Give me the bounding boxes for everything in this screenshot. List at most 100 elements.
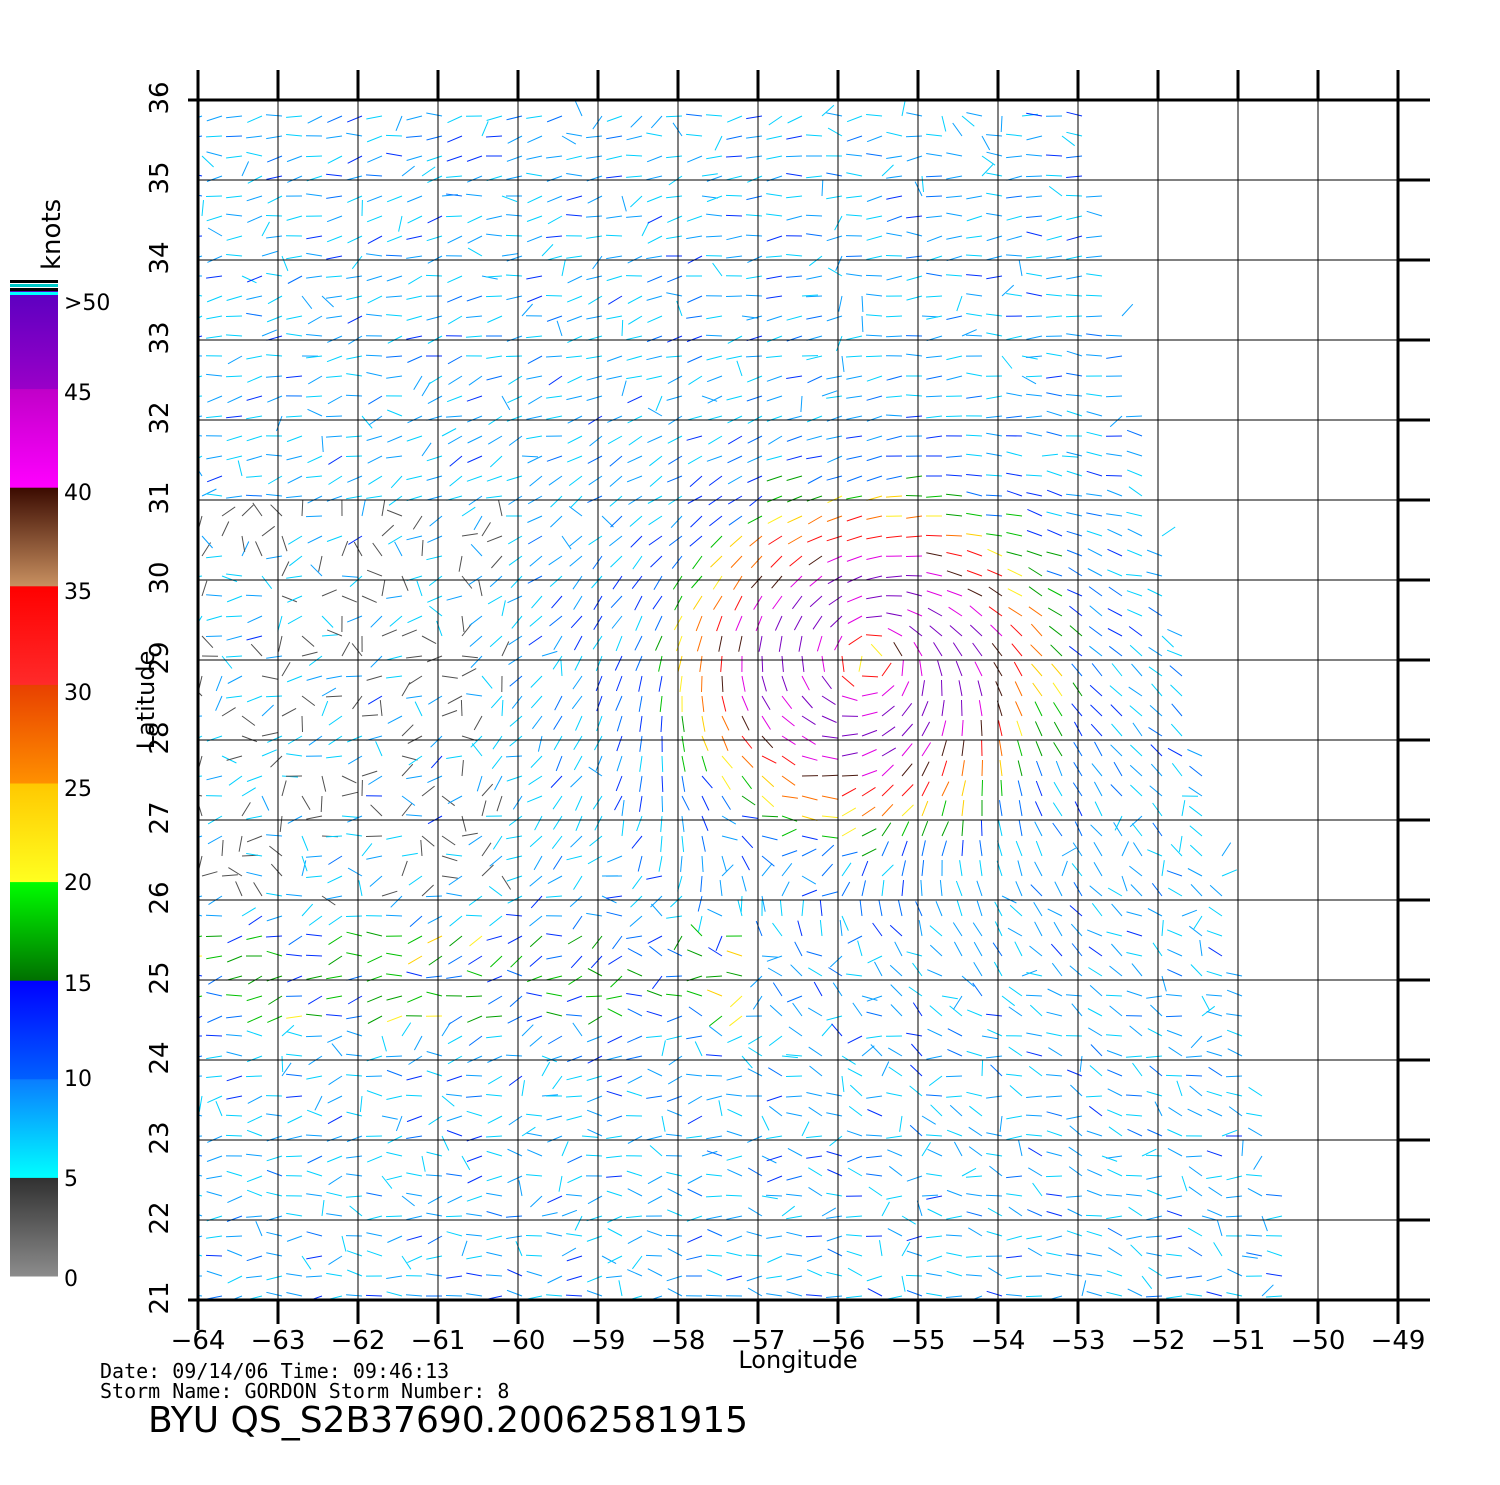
wind-vector — [702, 796, 709, 810]
wind-vector — [186, 973, 202, 976]
wind-vector — [1018, 781, 1022, 797]
wind-vector — [837, 336, 843, 351]
wind-vector — [962, 976, 974, 987]
wind-vector — [636, 656, 642, 671]
wind-vector — [689, 376, 703, 385]
wind-vector — [902, 822, 909, 837]
wind-vector — [568, 376, 583, 383]
wind-vector — [342, 816, 358, 817]
wind-vector — [422, 1156, 425, 1172]
wind-vector — [953, 123, 962, 136]
wind-vector — [353, 696, 363, 709]
wind-vector — [407, 1076, 423, 1080]
wind-vector — [506, 296, 522, 300]
wind-vector — [886, 496, 902, 497]
wind-vector — [606, 1136, 622, 1139]
wind-vector — [787, 496, 802, 502]
wind-vector — [1086, 274, 1102, 276]
wind-vector — [762, 736, 773, 748]
wind-vector — [890, 925, 902, 936]
wind-vector — [842, 863, 851, 876]
wind-vector — [1129, 627, 1142, 637]
wind-vector — [1108, 1169, 1123, 1176]
wind-vector — [530, 916, 543, 926]
wind-vector — [328, 156, 342, 163]
wind-vector — [702, 696, 704, 712]
wind-vector — [366, 314, 382, 316]
wind-vector — [286, 496, 302, 498]
wind-vector — [946, 196, 962, 198]
wind-vector — [706, 236, 722, 237]
wind-vector — [789, 1027, 802, 1036]
wind-vector — [839, 296, 842, 312]
wind-vector — [1246, 1175, 1262, 1176]
wind-vector — [822, 892, 838, 896]
wind-vector — [611, 556, 623, 567]
wind-vector — [666, 1235, 682, 1236]
wind-vector — [486, 234, 502, 236]
wind-vector — [633, 556, 642, 569]
wind-vector — [767, 396, 782, 401]
wind-vector — [866, 1036, 882, 1038]
wind-vector — [366, 1295, 382, 1296]
wind-vector — [347, 1270, 362, 1276]
wind-vector — [427, 236, 442, 241]
wind-vector — [1009, 1007, 1022, 1016]
wind-vector — [249, 916, 262, 925]
wind-vector — [206, 1076, 222, 1078]
wind-vector — [466, 1294, 482, 1296]
wind-vector — [1066, 176, 1082, 178]
wind-vector — [386, 915, 402, 916]
wind-vector — [906, 536, 922, 537]
wind-vector — [342, 776, 356, 783]
wind-vector — [827, 456, 842, 463]
wind-vector — [1110, 1006, 1122, 1016]
wind-vector — [586, 136, 602, 138]
wind-vector — [982, 1060, 983, 1076]
wind-vector — [386, 153, 402, 156]
wind-vector — [766, 136, 782, 139]
wind-vector — [527, 1150, 542, 1156]
wind-vector — [530, 936, 542, 947]
wind-vector — [1168, 748, 1182, 756]
wind-vector — [946, 1216, 962, 1219]
wind-vector — [346, 1156, 362, 1158]
wind-vector — [900, 1116, 902, 1132]
wind-vector — [719, 1100, 722, 1116]
wind-vector — [767, 1156, 782, 1161]
wind-vector — [282, 536, 287, 551]
wind-vector — [822, 676, 832, 689]
wind-vector — [962, 800, 964, 816]
wind-vector — [362, 843, 372, 856]
wind-vector — [742, 676, 745, 692]
wind-vector — [667, 1016, 682, 1022]
wind-vector — [567, 1116, 583, 1120]
wind-vector — [866, 616, 882, 618]
wind-vector — [762, 676, 766, 691]
wind-vector — [1090, 606, 1102, 616]
wind-vector — [306, 1256, 322, 1259]
wind-vector — [846, 256, 862, 257]
wind-vector — [366, 1193, 382, 1196]
wind-vector — [386, 836, 402, 839]
wind-vector — [382, 891, 397, 896]
wind-vector — [986, 1133, 1002, 1136]
wind-vector — [649, 536, 662, 545]
wind-vector — [1086, 236, 1102, 238]
wind-vector — [1062, 456, 1078, 457]
wind-vector — [1053, 803, 1062, 816]
wind-vector — [906, 1033, 922, 1036]
wind-vector — [767, 416, 782, 421]
wind-vector — [446, 756, 462, 759]
wind-vector — [667, 216, 682, 222]
wind-vector — [986, 433, 1002, 436]
wind-vector — [346, 916, 362, 917]
lat-tick-label: 25 — [145, 961, 175, 994]
wind-vector — [942, 721, 946, 737]
wind-vector — [522, 456, 538, 457]
wind-vector — [806, 316, 822, 319]
lat-tick-label: 34 — [145, 241, 175, 274]
wind-vector — [974, 942, 982, 956]
wind-vector — [847, 556, 862, 561]
wind-vector — [226, 1016, 242, 1018]
